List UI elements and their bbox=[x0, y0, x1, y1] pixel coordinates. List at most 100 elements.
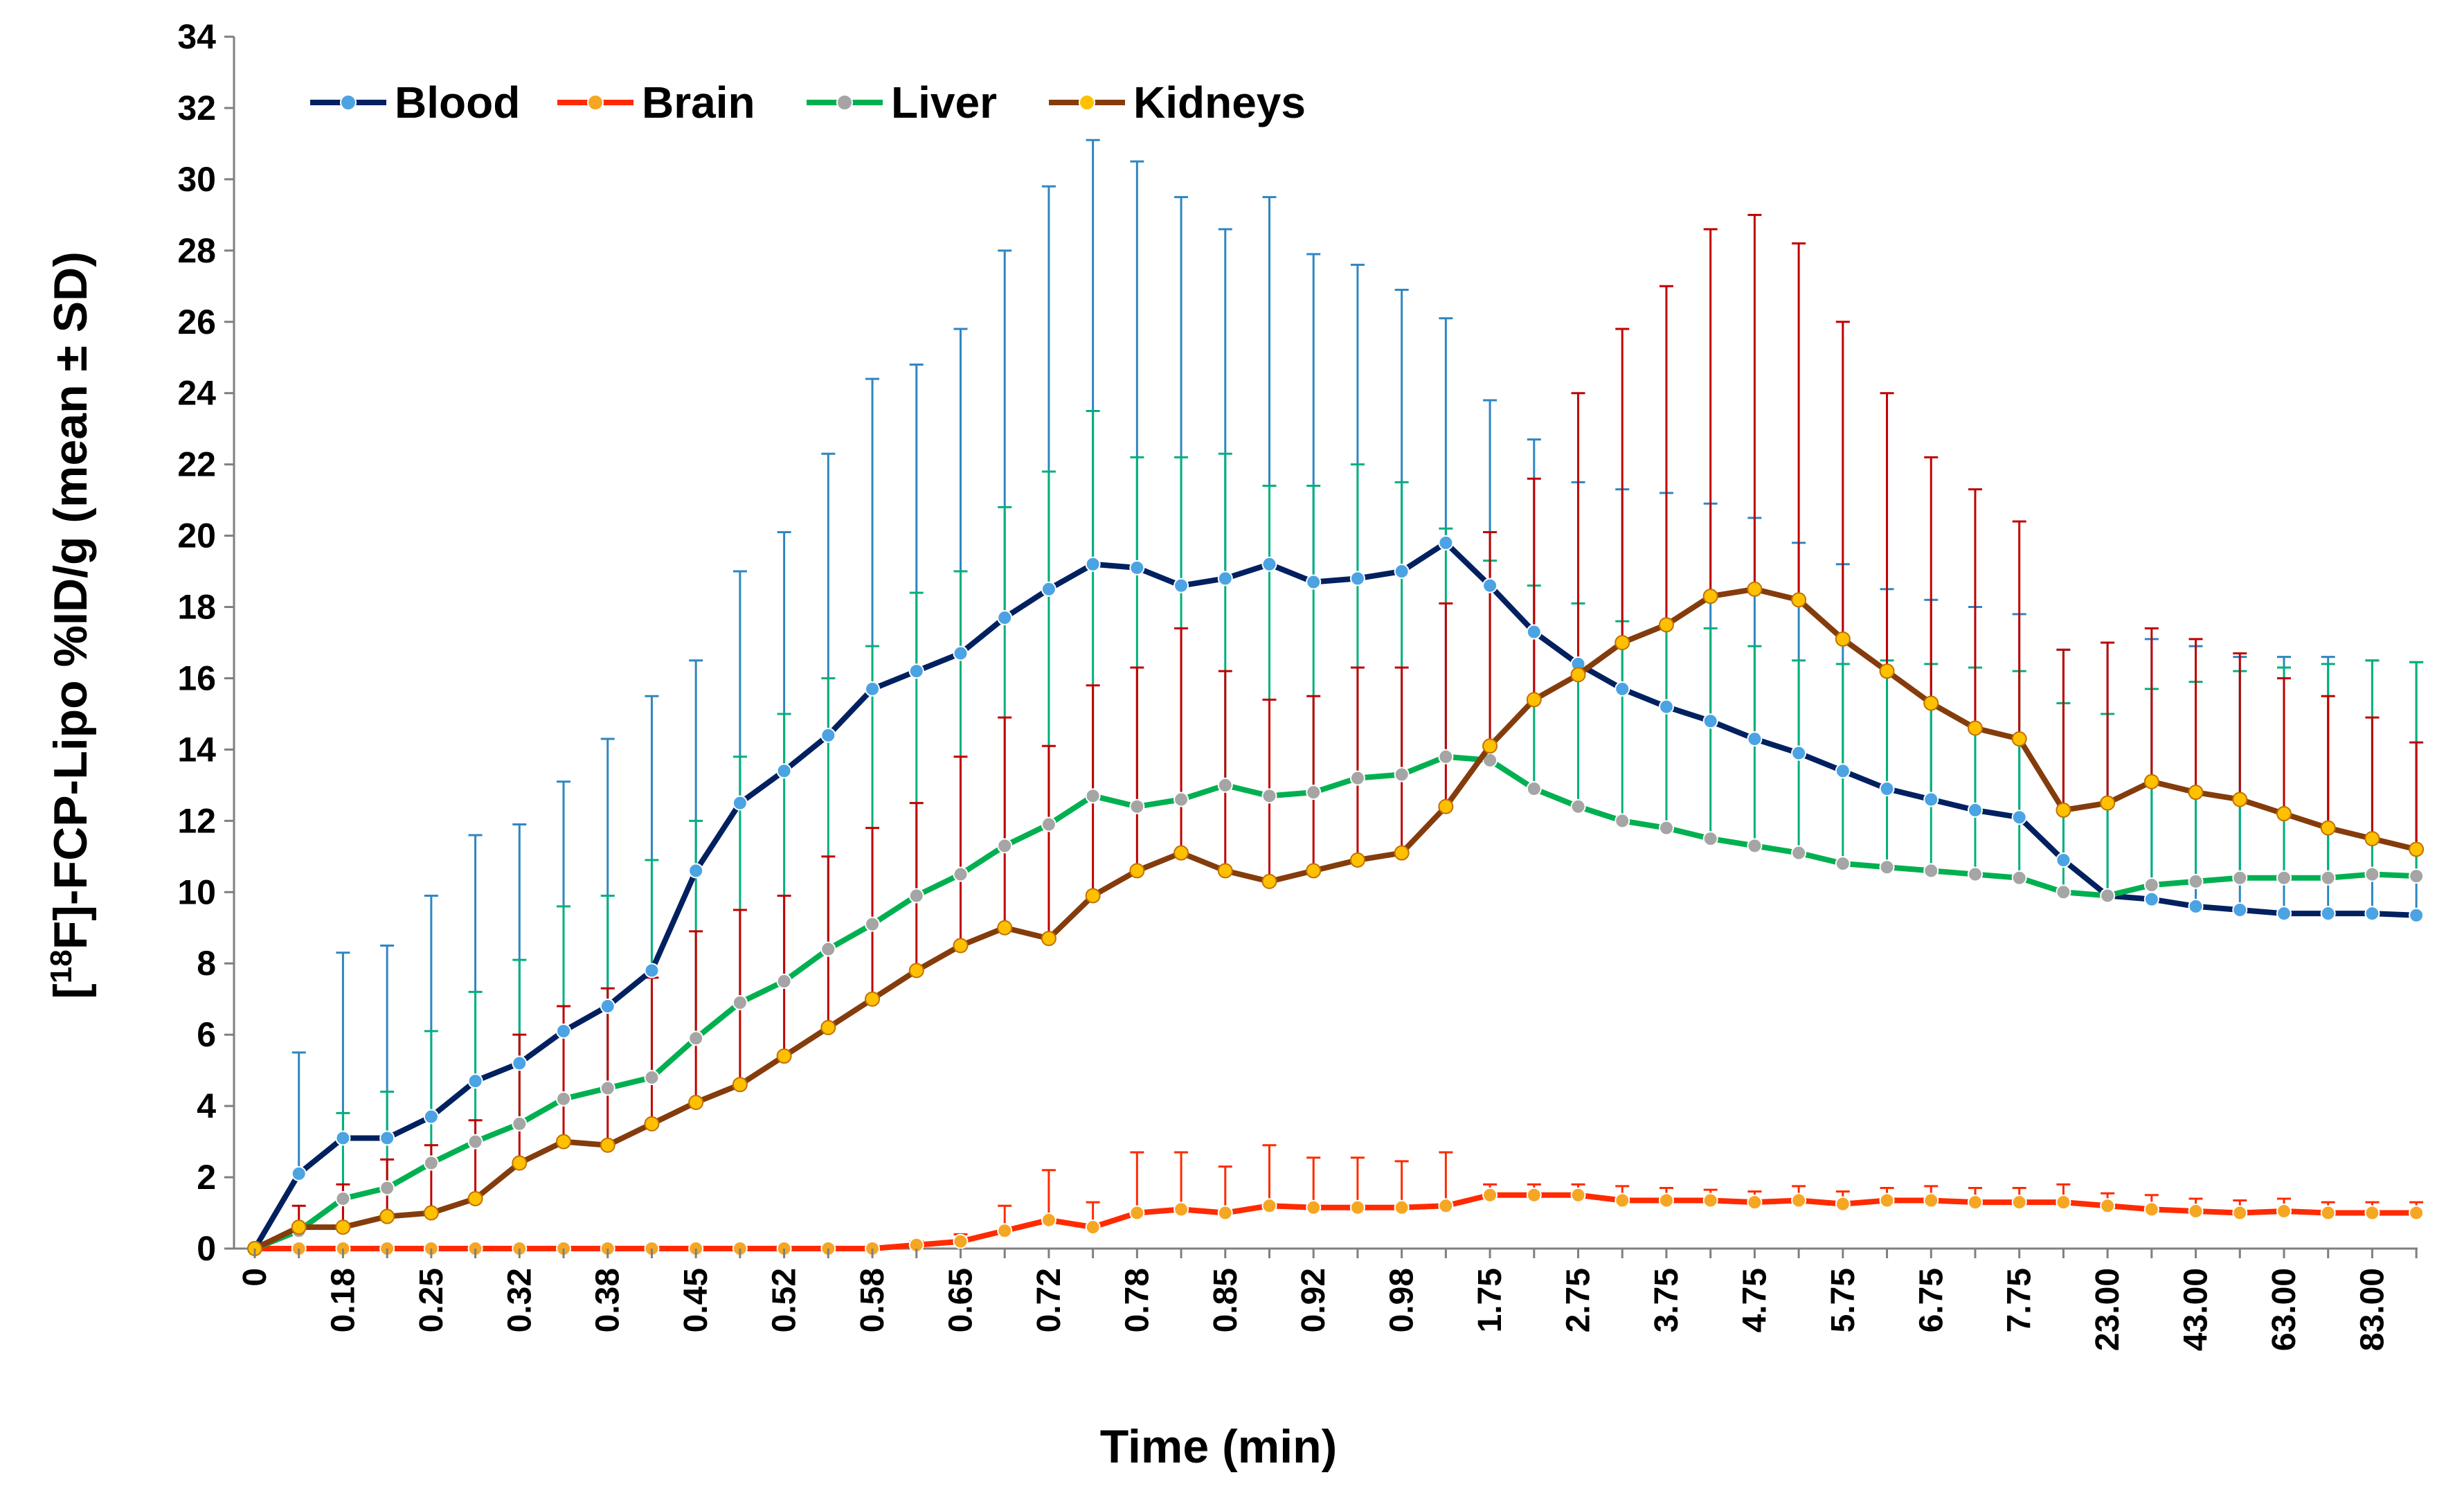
y-tick-label: 34 bbox=[177, 17, 216, 56]
data-point-kidneys bbox=[1879, 663, 1895, 679]
data-point-blood bbox=[512, 1055, 528, 1071]
data-point-kidneys bbox=[1658, 617, 1674, 633]
data-point-liver bbox=[1702, 831, 1718, 847]
data-point-blood bbox=[1482, 578, 1498, 593]
legend-marker-blood bbox=[340, 94, 357, 111]
data-point-liver bbox=[1394, 767, 1410, 783]
data-point-liver bbox=[1923, 863, 1939, 879]
data-point-liver bbox=[379, 1180, 395, 1196]
y-tick-label: 2 bbox=[197, 1158, 216, 1197]
data-point-liver bbox=[1041, 816, 1056, 832]
data-point-liver bbox=[1438, 749, 1454, 765]
data-point-kidneys bbox=[1967, 720, 1983, 736]
x-tick-label: 0.98 bbox=[1384, 1268, 1421, 1332]
y-tick-label: 14 bbox=[177, 730, 216, 769]
data-point-blood bbox=[379, 1130, 395, 1146]
data-point-kidneys bbox=[512, 1155, 528, 1171]
y-axis-title-bracket: [ bbox=[44, 983, 97, 999]
data-point-kidneys bbox=[2276, 806, 2292, 822]
data-point-brain bbox=[1041, 1212, 1056, 1228]
data-point-blood bbox=[997, 609, 1013, 625]
data-point-kidneys bbox=[1041, 931, 1056, 947]
data-point-liver bbox=[2320, 870, 2336, 886]
data-point-liver bbox=[820, 941, 836, 957]
data-point-blood bbox=[1349, 571, 1365, 587]
data-point-brain bbox=[2011, 1195, 2027, 1210]
data-point-brain bbox=[2232, 1205, 2248, 1221]
data-point-liver bbox=[512, 1116, 528, 1132]
data-point-liver bbox=[2100, 888, 2116, 904]
legend-label-blood: Blood bbox=[395, 78, 520, 127]
data-point-kidneys bbox=[953, 938, 969, 954]
data-point-blood bbox=[1041, 581, 1056, 597]
data-point-liver bbox=[997, 838, 1013, 854]
data-point-kidneys bbox=[2011, 731, 2027, 746]
data-point-liver bbox=[688, 1030, 704, 1046]
data-point-blood bbox=[1923, 792, 1939, 807]
y-tick-label: 22 bbox=[177, 445, 216, 484]
x-axis-title: Time (min) bbox=[1100, 1420, 1338, 1473]
data-point-brain bbox=[1570, 1187, 1586, 1203]
data-point-kidneys bbox=[1747, 581, 1763, 597]
data-point-blood bbox=[291, 1165, 307, 1181]
data-point-kidneys bbox=[1217, 863, 1233, 879]
data-point-kidneys bbox=[1835, 631, 1851, 647]
x-tick-label: 0.85 bbox=[1207, 1268, 1244, 1332]
data-point-brain bbox=[1129, 1205, 1145, 1221]
data-point-blood bbox=[908, 663, 924, 679]
data-point-brain bbox=[1747, 1195, 1763, 1210]
data-point-kidneys bbox=[1394, 845, 1410, 861]
data-point-liver bbox=[1261, 788, 1277, 804]
data-point-brain bbox=[1615, 1192, 1630, 1208]
error-bars bbox=[291, 138, 2424, 1245]
data-point-liver bbox=[1217, 777, 1233, 793]
data-point-brain bbox=[953, 1233, 969, 1249]
data-point-brain bbox=[1879, 1192, 1895, 1208]
data-point-kidneys bbox=[1570, 667, 1586, 683]
data-point-kidneys bbox=[1791, 592, 1807, 608]
data-point-blood bbox=[2188, 898, 2204, 914]
y-tick-label: 30 bbox=[177, 160, 216, 199]
data-point-brain bbox=[1835, 1196, 1851, 1212]
series-lines bbox=[247, 535, 2425, 1256]
x-tick-label: 0.38 bbox=[590, 1268, 627, 1332]
data-point-brain bbox=[2100, 1198, 2116, 1214]
data-point-liver bbox=[1615, 813, 1630, 829]
x-tick-label: 23.00 bbox=[2089, 1268, 2126, 1351]
x-tick-label: 63.00 bbox=[2266, 1268, 2303, 1351]
y-axis-title-superscript: 18 bbox=[44, 949, 78, 983]
data-point-kidneys bbox=[423, 1205, 439, 1221]
series-line-brain bbox=[255, 1192, 2417, 1251]
data-point-blood bbox=[1791, 745, 1807, 761]
data-point-blood bbox=[2232, 902, 2248, 918]
data-point-brain bbox=[2409, 1205, 2425, 1221]
data-point-kidneys bbox=[467, 1190, 483, 1206]
x-axis-tick-labels: 0 0.18 0.25 0.32 0.38 0.45 0.52 0.58 0.65 0.72 0.7… bbox=[237, 1249, 2418, 1351]
data-point-brain bbox=[2188, 1203, 2204, 1219]
data-point-brain bbox=[1306, 1199, 1322, 1215]
data-point-brain bbox=[1394, 1199, 1410, 1215]
data-point-blood bbox=[1217, 571, 1233, 587]
x-tick-label: 83.00 bbox=[2354, 1268, 2391, 1351]
data-point-brain bbox=[1658, 1192, 1674, 1208]
data-point-liver bbox=[1879, 859, 1895, 875]
data-point-brain bbox=[1173, 1201, 1189, 1217]
x-tick-label: 0.72 bbox=[1031, 1268, 1068, 1332]
data-point-liver bbox=[2056, 884, 2071, 900]
series-line-kidneys bbox=[253, 586, 2418, 1251]
data-point-brain bbox=[2143, 1201, 2159, 1217]
data-point-kidneys bbox=[1306, 863, 1322, 879]
data-point-brain bbox=[2276, 1203, 2292, 1219]
data-point-kidneys bbox=[2143, 774, 2159, 789]
y-tick-label: 8 bbox=[197, 944, 216, 983]
data-point-kidneys bbox=[2100, 795, 2116, 811]
data-point-brain bbox=[1438, 1198, 1454, 1214]
data-point-kidneys bbox=[1923, 695, 1939, 711]
data-point-liver bbox=[2409, 868, 2425, 884]
data-point-blood bbox=[2320, 906, 2336, 922]
data-point-liver bbox=[467, 1134, 483, 1150]
data-point-kidneys bbox=[2320, 820, 2336, 836]
data-point-liver bbox=[2232, 870, 2248, 886]
